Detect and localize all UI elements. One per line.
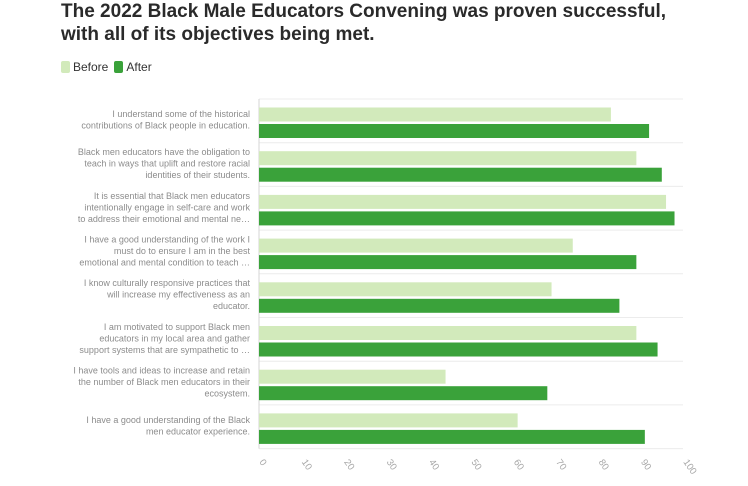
bar-after-3 xyxy=(259,255,637,270)
chart-title: The 2022 Black Male Educators Convening … xyxy=(61,0,741,46)
category-label-3-line-1: must do to ensure I am in the best xyxy=(114,246,251,256)
category-label-4-line-1: will increase my effectiveness as an xyxy=(106,290,250,300)
category-label-0-line-0: I understand some of the historical xyxy=(112,109,250,119)
x-tick-label-30: 30 xyxy=(384,457,399,472)
legend-item-after[interactable]: After xyxy=(114,60,152,74)
category-label-0-line-1: contributions of Black people in educati… xyxy=(81,121,250,131)
bar-before-1 xyxy=(259,151,637,166)
x-tick-label-0: 0 xyxy=(257,457,269,468)
chart-legend: Before After xyxy=(61,60,158,74)
bar-before-4 xyxy=(259,282,552,297)
bar-after-1 xyxy=(259,167,662,182)
category-label-3-line-0: I have a good understanding of the work … xyxy=(84,234,250,244)
x-tick-label-70: 70 xyxy=(553,457,568,472)
category-label-4-line-2: educator. xyxy=(213,301,250,311)
bar-before-5 xyxy=(259,326,637,340)
category-label-2-line-0: It is essential that Black men educators xyxy=(94,191,251,201)
category-label-7: I have a good understanding of the Black… xyxy=(86,415,250,437)
category-label-3: I have a good understanding of the work … xyxy=(79,234,250,267)
category-label-1-line-1: teach in ways that uplift and restore ra… xyxy=(84,159,250,169)
category-label-3-line-2: emotional and mental condition to teach … xyxy=(79,257,250,267)
x-tick-label-40: 40 xyxy=(426,457,441,472)
category-label-1-line-0: Black men educators have the obligation … xyxy=(78,147,250,157)
category-label-6-line-1: the number of Black men educators in the… xyxy=(78,377,250,387)
bar-after-7 xyxy=(259,429,645,444)
x-tick-label-60: 60 xyxy=(511,457,526,472)
bar-after-5 xyxy=(259,342,658,357)
x-tick-label-80: 80 xyxy=(596,457,611,472)
category-label-5: I am motivated to support Black men educa… xyxy=(79,322,250,355)
category-label-6: I have tools and ideas to increase and r… xyxy=(73,366,250,399)
bar-after-2 xyxy=(259,211,675,226)
bar-after-6 xyxy=(259,386,548,401)
legend-swatch-before xyxy=(61,61,70,73)
bar-after-0 xyxy=(259,124,650,138)
category-label-2: It is essential that Black men educators… xyxy=(78,191,251,224)
chart-title-line-1: The 2022 Black Male Educators Convening … xyxy=(61,1,667,22)
x-tick-label-20: 20 xyxy=(341,457,356,472)
chart-title-line-2: with all of its objectives being met. xyxy=(61,24,375,45)
legend-item-before[interactable]: Before xyxy=(61,60,108,74)
x-tick-label-100: 100 xyxy=(681,457,699,476)
bar-before-3 xyxy=(259,238,573,253)
bar-before-2 xyxy=(259,194,667,209)
bar-before-0 xyxy=(259,107,611,122)
category-label-6-line-2: ecosystem. xyxy=(204,389,250,399)
category-label-4: I know culturally responsive practices t… xyxy=(84,278,251,311)
category-label-1-line-2: identities of their students. xyxy=(145,170,250,180)
category-label-2-line-2: to address their emotional and mental ne… xyxy=(78,214,250,224)
legend-swatch-after xyxy=(114,61,124,73)
x-tick-label-90: 90 xyxy=(638,457,653,472)
category-label-5-line-1: educators in my local area and gather xyxy=(99,333,250,343)
x-tick-label-10: 10 xyxy=(299,457,314,472)
category-label-2-line-1: intentionally engage in self-care and wo… xyxy=(84,202,250,212)
category-label-5-line-0: I am motivated to support Black men xyxy=(104,322,250,332)
category-label-7-line-0: I have a good understanding of the Black xyxy=(86,415,250,425)
x-tick-label-50: 50 xyxy=(469,457,484,472)
category-label-4-line-0: I know culturally responsive practices t… xyxy=(84,278,251,288)
category-label-0: I understand some of the historical contr… xyxy=(81,109,250,131)
legend-label-before: Before xyxy=(73,60,109,74)
category-label-7-line-1: men educator experience. xyxy=(146,427,250,437)
category-label-5-line-2: support systems that are sympathetic to … xyxy=(79,345,250,355)
bar-after-4 xyxy=(259,298,620,313)
legend-label-after: After xyxy=(126,60,152,74)
category-label-6-line-0: I have tools and ideas to increase and r… xyxy=(73,366,250,376)
category-label-1: Black men educators have the obligation … xyxy=(78,147,250,180)
bar-before-6 xyxy=(259,369,446,384)
bar-before-7 xyxy=(259,413,518,428)
